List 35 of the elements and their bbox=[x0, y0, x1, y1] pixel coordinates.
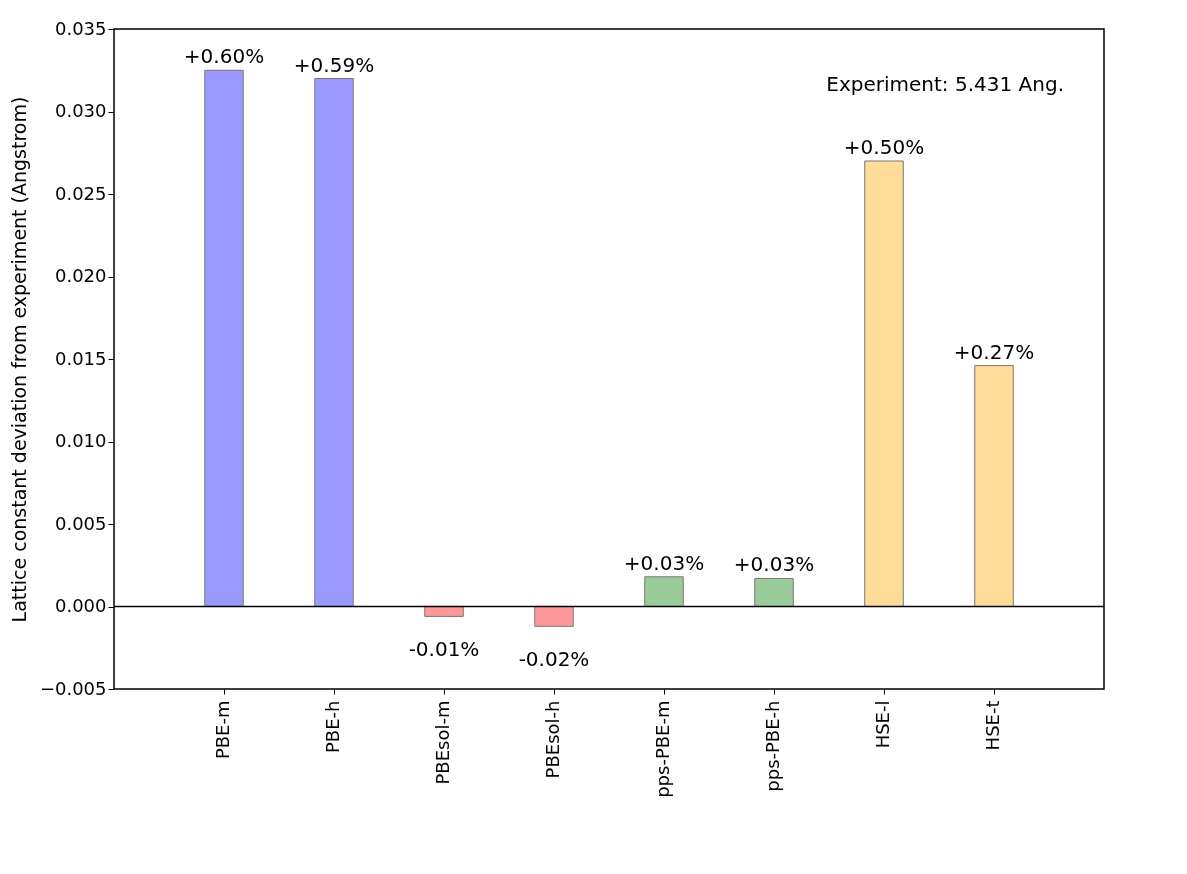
annotation: Experiment: 5.431 Ang. bbox=[826, 72, 1064, 96]
bar bbox=[204, 69, 244, 607]
y-tick-label: 0.005 bbox=[54, 512, 107, 534]
x-tick-label: HSE-t bbox=[982, 700, 1003, 751]
bar bbox=[644, 576, 684, 607]
y-tick-label: 0.030 bbox=[54, 100, 107, 121]
bar bbox=[424, 606, 464, 617]
y-tick-label: 0.035 bbox=[54, 17, 107, 39]
bar bbox=[974, 365, 1014, 607]
annotation: -0.01% bbox=[408, 637, 480, 662]
y-tick-label: 0.015 bbox=[54, 347, 107, 369]
y-tick-label: 0.020 bbox=[54, 265, 107, 286]
annotation: -0.02% bbox=[518, 647, 590, 672]
annotation: +0.60% bbox=[183, 44, 265, 69]
annotation: +0.59% bbox=[293, 52, 375, 77]
y-tick-label: −0.005 bbox=[39, 677, 107, 699]
y-tick-label: 0.000 bbox=[54, 595, 107, 616]
x-tick-label: pps-PBE-h bbox=[762, 700, 783, 792]
bar bbox=[314, 78, 354, 607]
y-tick-label: 0.025 bbox=[54, 182, 107, 204]
x-tick-label: PBE-h bbox=[322, 700, 343, 753]
x-tick-label: HSE-l bbox=[872, 700, 893, 749]
bar bbox=[754, 577, 794, 607]
x-tick-label: PBEsol-m bbox=[432, 700, 453, 785]
bar bbox=[534, 606, 574, 627]
annotation: +0.03% bbox=[733, 552, 815, 577]
annotation: +0.50% bbox=[843, 135, 925, 159]
annotation: +0.03% bbox=[623, 550, 705, 575]
annotation: +0.27% bbox=[953, 339, 1035, 364]
x-tick-label: pps-PBE-m bbox=[652, 700, 673, 798]
y-tick-label: 0.010 bbox=[54, 430, 107, 451]
y-axis-title: Lattice constant deviation from experiment (Angstrom) bbox=[7, 96, 30, 623]
x-tick-label: PBEsol-h bbox=[542, 700, 563, 779]
x-tick-label: PBE-m bbox=[212, 700, 233, 760]
bar bbox=[864, 160, 904, 607]
